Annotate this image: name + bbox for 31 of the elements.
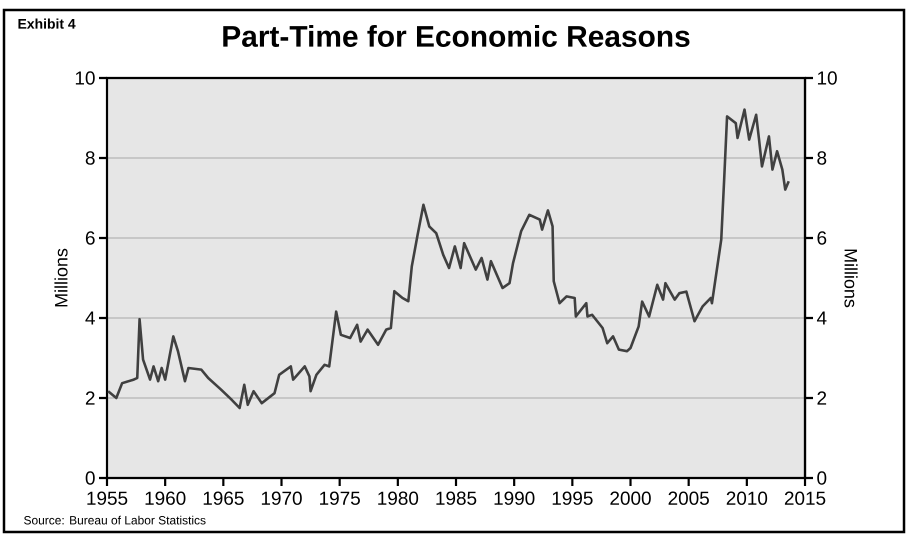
y2-axis-title: Millions — [844, 250, 858, 308]
source-note: Source: Bureau of Labor Statistics — [24, 516, 206, 524]
x-tick-label: 1965 — [204, 492, 244, 505]
y-axis-title: Millions — [54, 248, 68, 306]
x-tick-label: 2005 — [668, 492, 709, 505]
y2-tick-label: 4 — [816, 311, 826, 325]
x-tick-label: 1960 — [146, 492, 186, 505]
y2-tick-label: 6 — [817, 231, 826, 245]
y2-tick-label: 0 — [817, 471, 826, 485]
y2-tick-label: 2 — [817, 391, 826, 405]
y-tick-label: 6 — [86, 231, 95, 245]
y2-tick-label: 10 — [818, 71, 837, 85]
x-tick-label: 1970 — [262, 492, 302, 505]
y-tick-label: 10 — [76, 71, 95, 85]
x-tick-label: 1980 — [378, 492, 418, 505]
y-tick-label: 2 — [86, 391, 95, 405]
x-tick-label: 1985 — [436, 492, 476, 505]
text: Exhibit 4 — [18, 18, 76, 29]
x-tick-label: 1990 — [494, 492, 534, 505]
chart-title: Part-Time for Economic Reasons — [223, 25, 690, 47]
y-tick-label: 8 — [86, 151, 95, 165]
y-tick-label: 0 — [86, 471, 95, 485]
x-tick-label: 2015 — [784, 492, 826, 505]
y2-tick-label: 8 — [817, 151, 826, 165]
x-tick-label: 1955 — [87, 492, 128, 505]
x-tick-label: 2000 — [610, 492, 651, 505]
x-tick-label: 1975 — [320, 492, 360, 505]
line-series — [107, 108, 790, 410]
y-tick-label: 4 — [85, 311, 95, 325]
x-tick-label: 1995 — [552, 492, 593, 505]
x-tick-label: 2010 — [726, 492, 768, 505]
